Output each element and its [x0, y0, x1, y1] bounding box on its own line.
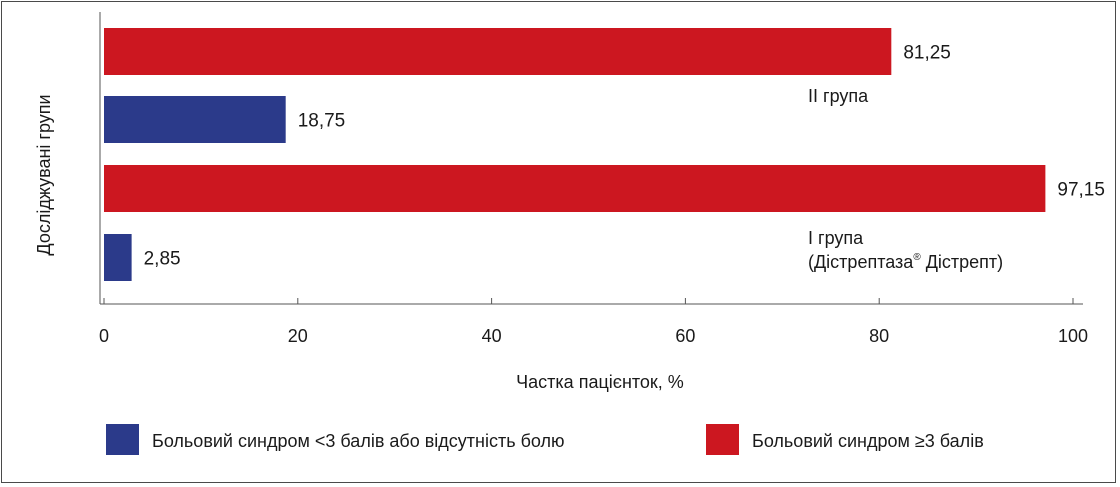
y-axis-title: Досліджувані групи [34, 94, 54, 255]
group-label-ii: II група [808, 86, 869, 106]
bar-pain-lt3-3 [104, 234, 132, 281]
legend-swatch-lt3 [106, 424, 139, 455]
x-tick-label-5: 100 [1058, 326, 1088, 346]
data-label-2: 97,15 [1057, 180, 1105, 201]
bar-pain-lt3-1 [104, 96, 286, 143]
legend: Больовий синдром <3 балів або відсутніст… [106, 424, 984, 455]
bar-pain-ge3-2 [104, 165, 1046, 212]
bar-pain-ge3-0 [104, 28, 892, 75]
registered-mark: ® [913, 252, 921, 263]
x-tick-label-0: 0 [99, 326, 109, 346]
group-label-i-drug: (Дістрептаза® Дістрепт) [808, 252, 1003, 272]
x-tick-label-1: 20 [288, 326, 308, 346]
data-label-0: 81,25 [903, 43, 951, 64]
x-axis-title: Частка пацієнток, % [516, 372, 684, 392]
data-label-1: 18,75 [298, 111, 346, 132]
x-tick-label-4: 80 [869, 326, 889, 346]
legend-label-ge3: Больовий синдром ≥3 балів [752, 431, 984, 451]
legend-swatch-ge3 [706, 424, 739, 455]
group-label-i: I група [808, 228, 864, 248]
x-tick-label-3: 60 [675, 326, 695, 346]
data-label-3: 2,85 [144, 249, 181, 270]
group-label-i-drug-name-end: Дістрепт) [921, 252, 1003, 272]
x-tick-label-2: 40 [482, 326, 502, 346]
legend-label-lt3: Больовий синдром <3 балів або відсутніст… [152, 431, 565, 451]
group-label-i-drug-name: (Дістрептаза [808, 252, 914, 272]
